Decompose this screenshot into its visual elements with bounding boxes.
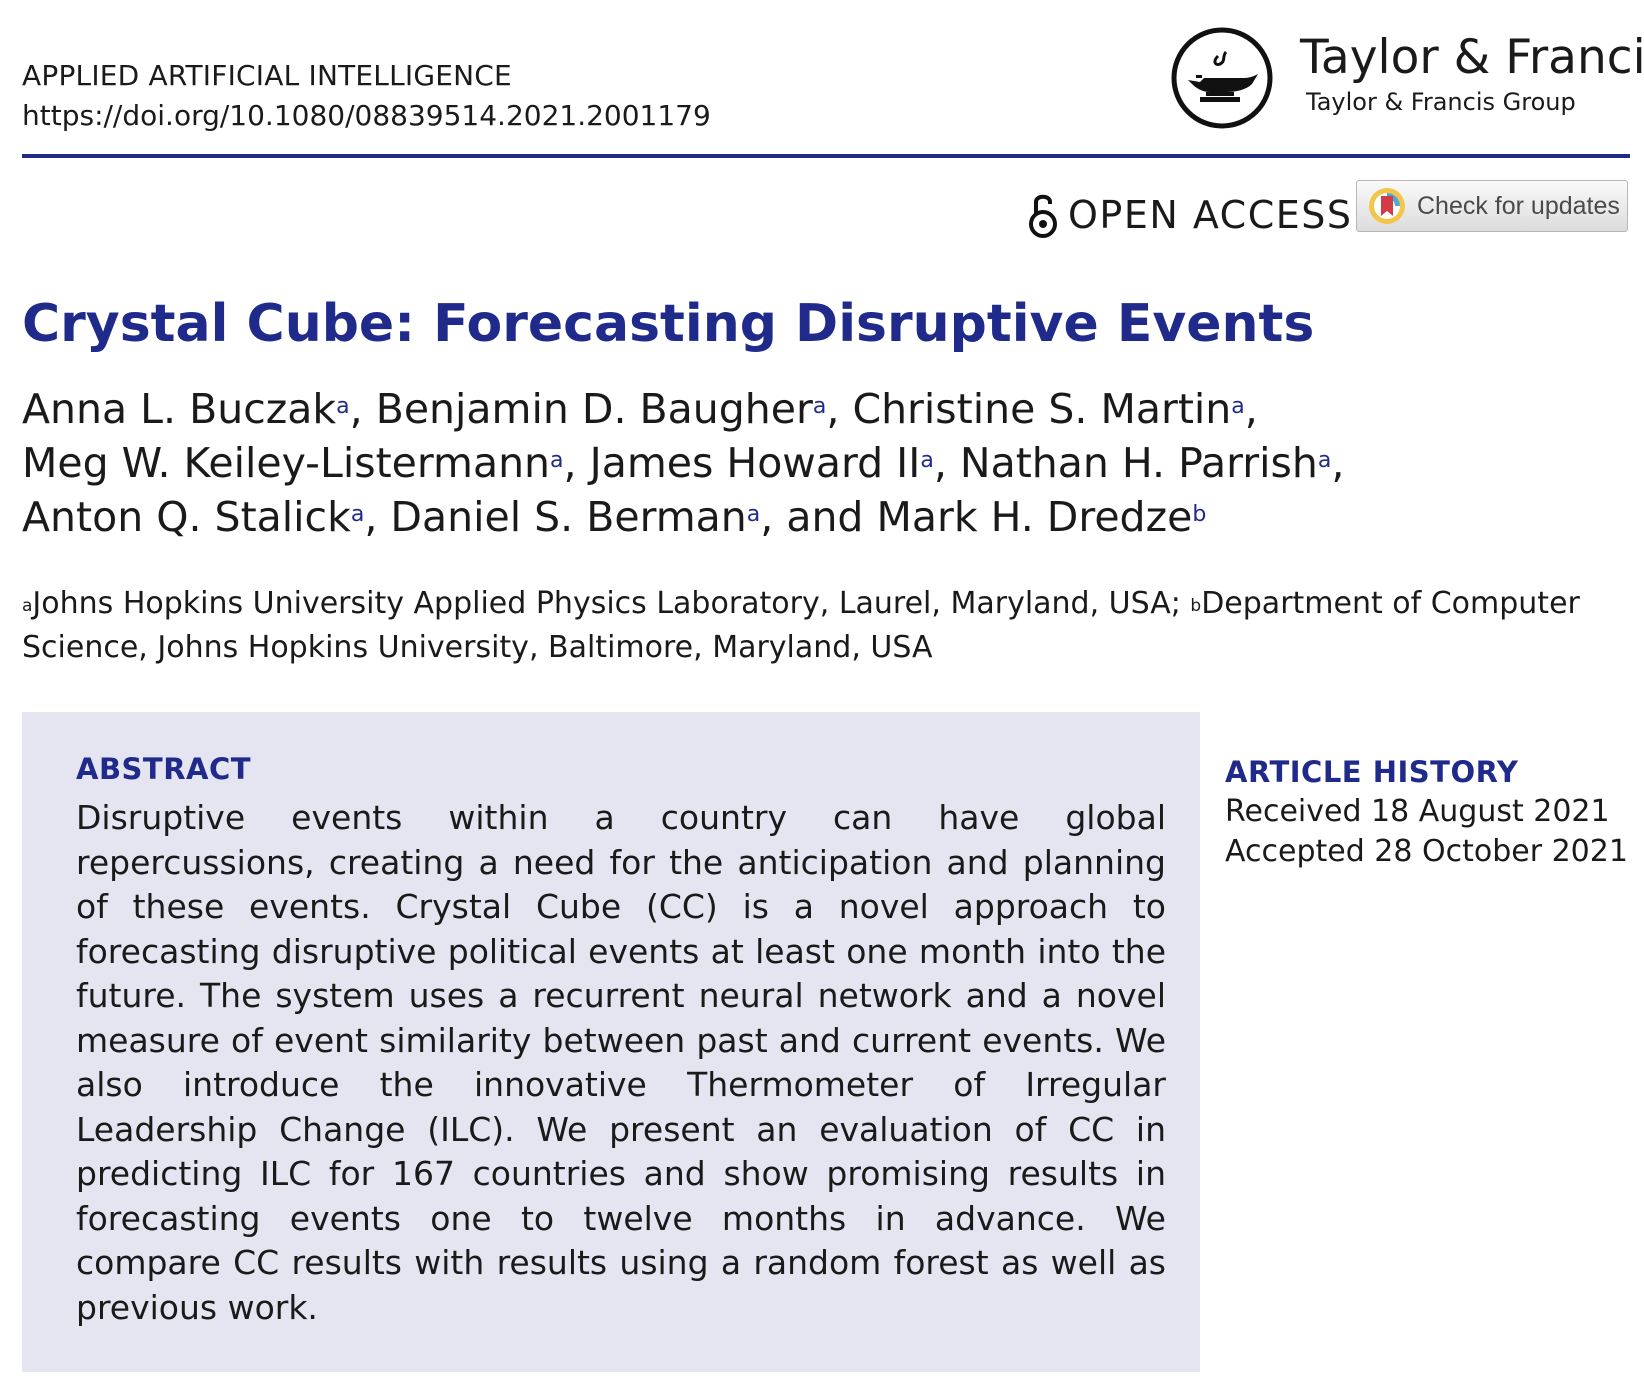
- header-divider: [22, 154, 1630, 158]
- affiliation-text: Johns Hopkins University Applied Physics…: [32, 586, 1181, 621]
- author-list: Anna L. Buczaka, Benjamin D. Baughera, C…: [22, 385, 1345, 541]
- author: James Howard IIa: [589, 439, 934, 487]
- author: Anton Q. Stalicka: [22, 493, 365, 541]
- journal-name: APPLIED ARTIFICIAL INTELLIGENCE: [22, 59, 512, 92]
- publisher-name: Taylor & Francis: [1300, 30, 1644, 85]
- open-access-label: OPEN ACCESS: [1068, 193, 1353, 237]
- abstract-text: Disruptive events within a country can h…: [76, 798, 1166, 1327]
- affiliation-mark[interactable]: a: [550, 448, 564, 473]
- affiliation-mark[interactable]: a: [1231, 394, 1245, 419]
- affiliation-mark[interactable]: a: [920, 448, 934, 473]
- affiliations: aJohns Hopkins University Applied Physic…: [22, 582, 1634, 670]
- check-for-updates-label: Check for updates: [1417, 191, 1620, 220]
- article-history: ARTICLE HISTORY Received 18 August 2021 …: [1225, 752, 1628, 872]
- author: Benjamin D. Baughera: [375, 385, 827, 433]
- doi-link[interactable]: https://doi.org/10.1080/08839514.2021.20…: [22, 99, 711, 132]
- author: Christine S. Martina: [852, 385, 1245, 433]
- journal-info: APPLIED ARTIFICIAL INTELLIGENCE https://…: [22, 56, 711, 136]
- article-title: Crystal Cube: Forecasting Disruptive Eve…: [22, 294, 1315, 354]
- author: Meg W. Keiley-Listermanna: [22, 439, 564, 487]
- author: Anna L. Buczaka: [22, 385, 350, 433]
- affiliation-mark[interactable]: a: [336, 394, 350, 419]
- author: Mark H. Dredzeb: [876, 493, 1207, 541]
- accepted-date: Accepted 28 October 2021: [1225, 834, 1628, 869]
- received-date: Received 18 August 2021: [1225, 794, 1610, 829]
- abstract-heading: ABSTRACT: [76, 752, 252, 786]
- affiliation-text: Department of Computer Science, Johns Ho…: [22, 586, 1580, 665]
- author: Daniel S. Bermana: [390, 493, 761, 541]
- publisher-logo-block: Taylor & Francis Taylor & Francis Group: [1170, 26, 1644, 129]
- affiliation-mark[interactable]: a: [812, 394, 827, 419]
- affiliation-mark[interactable]: a: [746, 502, 761, 527]
- publisher-group: Taylor & Francis Group: [1306, 88, 1576, 116]
- affiliation-mark[interactable]: b: [1192, 502, 1207, 527]
- affiliation-label: a: [22, 596, 33, 616]
- affiliation-mark[interactable]: a: [1317, 448, 1332, 473]
- article-history-heading: ARTICLE HISTORY: [1225, 755, 1519, 789]
- author: Nathan H. Parrisha: [959, 439, 1332, 487]
- crossmark-icon: [1369, 188, 1405, 224]
- open-access-badge: OPEN ACCESS: [1028, 190, 1353, 240]
- affiliation-label: b: [1190, 596, 1202, 616]
- oil-lamp-icon: [1171, 27, 1273, 129]
- abstract-box: ABSTRACT Disruptive events within a coun…: [22, 712, 1200, 1372]
- open-lock-icon: [1029, 194, 1057, 238]
- affiliation-mark[interactable]: a: [350, 502, 365, 527]
- check-for-updates-button[interactable]: Check for updates: [1356, 180, 1628, 232]
